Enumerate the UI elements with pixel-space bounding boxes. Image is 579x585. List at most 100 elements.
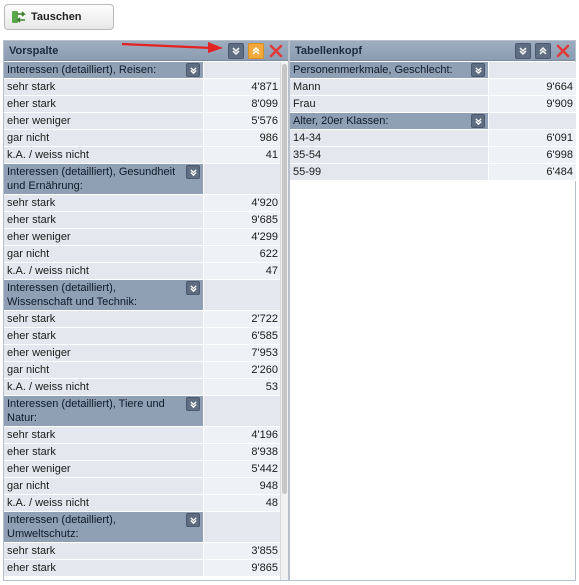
double-chevron-down-icon bbox=[189, 66, 197, 74]
double-chevron-down-icon bbox=[519, 47, 527, 56]
swap-arrows-icon bbox=[11, 9, 27, 25]
group-collapse-button[interactable] bbox=[186, 513, 200, 527]
expand-all-button[interactable] bbox=[228, 43, 244, 59]
row-label: k.A. / weiss nicht bbox=[4, 263, 204, 279]
row-value: 41 bbox=[204, 147, 281, 163]
row-label: gar nicht bbox=[4, 478, 204, 494]
row-label: k.A. / weiss nicht bbox=[4, 147, 204, 163]
table-row: k.A. / weiss nicht 53 bbox=[4, 379, 281, 396]
collapse-all-button[interactable] bbox=[535, 43, 551, 59]
row-label: gar nicht bbox=[4, 362, 204, 378]
row-label: sehr stark bbox=[4, 427, 204, 443]
table-row: 55-99 6'484 bbox=[290, 164, 576, 181]
panel-title: Tabellenkopf bbox=[295, 44, 363, 57]
group-collapse-button[interactable] bbox=[186, 397, 200, 411]
table-row: Frau 9'909 bbox=[290, 96, 576, 113]
row-label: eher stark bbox=[4, 212, 204, 228]
table-row: gar nicht 622 bbox=[4, 246, 281, 263]
table-row: eher stark 9'685 bbox=[4, 212, 281, 229]
group-collapse-button[interactable] bbox=[471, 114, 485, 128]
row-value: 622 bbox=[204, 246, 281, 262]
row-label: gar nicht bbox=[4, 246, 204, 262]
double-chevron-down-icon bbox=[232, 47, 240, 56]
row-label: sehr stark bbox=[4, 543, 204, 559]
double-chevron-down-icon bbox=[474, 117, 482, 125]
group-header: Interessen (detailliert), Tiere und Natu… bbox=[4, 396, 281, 427]
row-label: 14-34 bbox=[290, 130, 489, 146]
row-label: sehr stark bbox=[4, 195, 204, 211]
group-label: Interessen (detailliert), Tiere und Natu… bbox=[7, 398, 165, 424]
table-row: k.A. / weiss nicht 48 bbox=[4, 495, 281, 512]
group-header: Personenmerkmale, Geschlecht: bbox=[290, 62, 576, 79]
row-label: eher weniger bbox=[4, 461, 204, 477]
group-header: Interessen (detailliert), Wissenschaft u… bbox=[4, 280, 281, 311]
remove-button[interactable] bbox=[268, 43, 284, 59]
close-x-icon bbox=[269, 44, 283, 58]
group-label: Interessen (detailliert), Wissenschaft u… bbox=[7, 282, 138, 308]
remove-button[interactable] bbox=[555, 43, 571, 59]
group-header: Interessen (detailliert), Reisen: bbox=[4, 62, 281, 79]
table-row: k.A. / weiss nicht 47 bbox=[4, 263, 281, 280]
double-chevron-down-icon bbox=[189, 516, 197, 524]
row-value: 986 bbox=[204, 130, 281, 146]
table-row: sehr stark 4'920 bbox=[4, 195, 281, 212]
row-value: 5'442 bbox=[204, 461, 281, 477]
row-label: eher stark bbox=[4, 96, 204, 112]
row-value: 2'722 bbox=[204, 311, 281, 327]
annotation-arrow bbox=[121, 42, 223, 53]
group-label: Personenmerkmale, Geschlecht: bbox=[293, 64, 453, 76]
row-value: 948 bbox=[204, 478, 281, 494]
group-value-cell bbox=[204, 280, 281, 310]
panel-header: Tabellenkopf bbox=[290, 41, 575, 61]
row-label: eher stark bbox=[4, 444, 204, 460]
table-row: gar nicht 986 bbox=[4, 130, 281, 147]
swap-button[interactable]: Tauschen bbox=[4, 4, 114, 30]
table-row: 14-34 6'091 bbox=[290, 130, 576, 147]
row-value: 4'196 bbox=[204, 427, 281, 443]
group-header: Alter, 20er Klassen: bbox=[290, 113, 576, 130]
table-row: eher weniger 5'576 bbox=[4, 113, 281, 130]
table-row: eher weniger 5'442 bbox=[4, 461, 281, 478]
group-label: Interessen (detailliert), Reisen: bbox=[7, 64, 157, 76]
panel-title: Vorspalte bbox=[9, 44, 59, 57]
column-dimension-panel: Tabellenkopf Personenmerkmale, Geschlech… bbox=[289, 40, 576, 581]
collapse-all-button[interactable] bbox=[248, 43, 264, 59]
group-collapse-button[interactable] bbox=[471, 63, 485, 77]
scrollbar-thumb[interactable] bbox=[282, 64, 287, 494]
group-value-cell bbox=[489, 62, 576, 78]
vertical-scrollbar[interactable] bbox=[280, 62, 288, 580]
group-collapse-button[interactable] bbox=[186, 165, 200, 179]
group-collapse-button[interactable] bbox=[186, 281, 200, 295]
table-row: eher stark 8'099 bbox=[4, 96, 281, 113]
row-value: 9'865 bbox=[204, 560, 281, 576]
row-value: 2'260 bbox=[204, 362, 281, 378]
row-value: 47 bbox=[204, 263, 281, 279]
row-label: eher stark bbox=[4, 328, 204, 344]
table-row: sehr stark 3'855 bbox=[4, 543, 281, 560]
table-row: eher weniger 4'299 bbox=[4, 229, 281, 246]
row-table: Interessen (detailliert), Reisen: sehr st… bbox=[4, 62, 281, 577]
row-label: k.A. / weiss nicht bbox=[4, 379, 204, 395]
row-label: Mann bbox=[290, 79, 489, 95]
double-chevron-down-icon bbox=[474, 66, 482, 74]
row-label: sehr stark bbox=[4, 311, 204, 327]
close-x-icon bbox=[556, 44, 570, 58]
table-row: eher weniger 7'953 bbox=[4, 345, 281, 362]
double-chevron-down-icon bbox=[189, 168, 197, 176]
row-label: Frau bbox=[290, 96, 489, 112]
table-row: sehr stark 4'871 bbox=[4, 79, 281, 96]
row-label: eher weniger bbox=[4, 113, 204, 129]
expand-all-button[interactable] bbox=[515, 43, 531, 59]
group-collapse-button[interactable] bbox=[186, 63, 200, 77]
row-value: 53 bbox=[204, 379, 281, 395]
double-chevron-up-icon bbox=[252, 46, 260, 55]
table-row: Mann 9'664 bbox=[290, 79, 576, 96]
row-label: eher weniger bbox=[4, 229, 204, 245]
row-value: 8'938 bbox=[204, 444, 281, 460]
row-value: 4'920 bbox=[204, 195, 281, 211]
table-row: eher stark 8'938 bbox=[4, 444, 281, 461]
row-dimension-panel: Vorspalte Interessen (detailliert), Reis… bbox=[3, 40, 289, 581]
row-value: 9'664 bbox=[489, 79, 576, 95]
swap-button-label: Tauschen bbox=[31, 11, 82, 23]
row-value: 9'685 bbox=[204, 212, 281, 228]
